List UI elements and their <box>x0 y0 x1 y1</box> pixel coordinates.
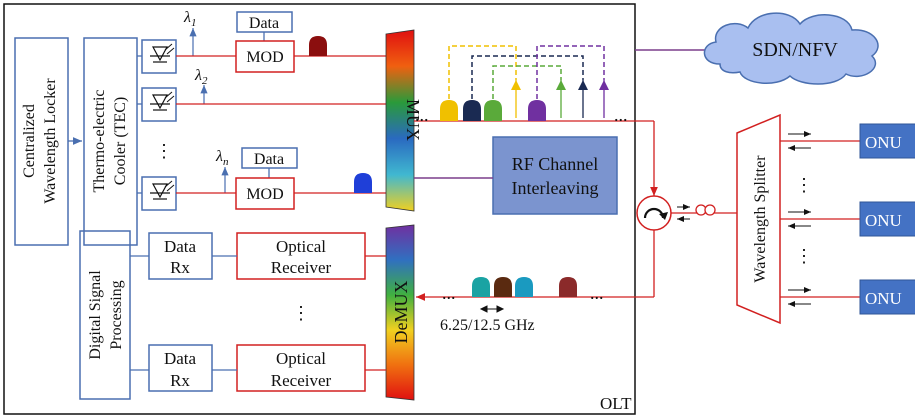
onu-vertical-dots-2: ⋮ <box>795 246 813 266</box>
wavelength-locker-line-1: Centralized <box>21 104 38 178</box>
onu-box-2[interactable] <box>859 201 915 237</box>
onu-box-1[interactable] <box>859 123 915 159</box>
routing-arrows <box>511 80 609 118</box>
pulse-yellow <box>440 100 458 121</box>
onu-direction-arrows <box>788 131 811 307</box>
laser-diode-icon-1 <box>141 39 177 74</box>
fiber-spool-icon <box>695 204 716 216</box>
mux-block <box>385 29 415 212</box>
data-rx-box-2 <box>148 344 213 392</box>
lower-ellipsis-left: ... <box>442 283 456 303</box>
data-input-bottom-label: Data <box>254 151 284 168</box>
sdn-nfv-label: SDN/NFV <box>752 39 838 61</box>
data-rx-1-line-1: Data <box>164 237 197 256</box>
tec-line-1: Thermo-electric <box>91 89 108 192</box>
demux-block <box>385 224 415 401</box>
wavelength-splitter-label: Wavelength Splitter <box>752 155 769 283</box>
onu-label-3: ONU <box>865 289 902 308</box>
sdn-nfv-cloud <box>703 12 879 85</box>
pulse-teal <box>472 277 490 297</box>
onu-label-2: ONU <box>865 211 902 230</box>
onu-vertical-dots-1: ⋮ <box>795 175 813 195</box>
onu-label-1: ONU <box>865 133 902 152</box>
laser-vertical-dots: ⋮ <box>155 141 173 161</box>
tec-line-2: Cooler (TEC) <box>112 97 129 185</box>
rf-interleaving-line-1: RF Channel <box>512 154 599 174</box>
data-input-top-label: Data <box>249 15 279 32</box>
olt-label: OLT <box>600 394 632 413</box>
pulse-maroon <box>559 277 577 297</box>
dsp-box <box>79 230 131 400</box>
optical-receiver-1-line-1: Optical <box>276 237 326 256</box>
lambda-1-label: λ1 <box>183 9 196 29</box>
mod-bottom-label: MOD <box>246 186 283 203</box>
pulse-brown <box>494 277 512 297</box>
upper-ellipsis-left: ... <box>415 105 429 125</box>
data-rx-1-line-2: Rx <box>170 258 190 277</box>
pulse-blue <box>354 173 372 193</box>
channel-spacing-label: 6.25/12.5 GHz <box>440 317 535 334</box>
pulse-purple <box>528 100 546 121</box>
lambda-2-label: λ2 <box>194 67 208 87</box>
pulse-dark-red <box>309 36 327 56</box>
dsp-line-1: Digital Signal <box>87 270 104 360</box>
optical-receiver-box-2 <box>236 344 366 392</box>
wavelength-splitter-block <box>736 113 781 325</box>
wavelength-locker-line-2: Wavelength Locker <box>42 78 59 204</box>
pulse-cyan <box>515 277 533 297</box>
upper-ellipsis-right: ... <box>614 105 628 125</box>
channel-spacing-arrow <box>479 305 505 313</box>
pulse-green <box>484 100 502 121</box>
circulator-arrow-head <box>659 212 668 220</box>
onu-box-3[interactable] <box>859 279 915 315</box>
optical-receiver-1-line-2: Receiver <box>271 258 332 277</box>
lower-ellipsis-right: ... <box>590 283 604 303</box>
lambda-n-label: λn <box>215 148 229 168</box>
pulse-dark-navy <box>463 100 481 121</box>
mux-label: MUX <box>403 99 423 141</box>
data-rx-2-line-1: Data <box>164 349 197 368</box>
dsp-line-2: Processing <box>108 280 125 349</box>
dashed-routes <box>448 45 605 99</box>
demux-label: DeMUX <box>391 281 411 344</box>
rf-interleaving-line-2: Interleaving <box>512 178 599 198</box>
laser-diode-icon-2 <box>141 87 177 122</box>
optical-receiver-2-line-1: Optical <box>276 349 326 368</box>
receiver-vertical-dots: ⋮ <box>292 303 310 323</box>
data-rx-2-line-2: Rx <box>170 371 190 390</box>
mod-top-label: MOD <box>246 49 283 66</box>
olt-frame <box>3 3 636 415</box>
laser-diode-icon-n <box>141 176 177 211</box>
optical-receiver-2-line-2: Receiver <box>271 371 332 390</box>
rf-interleaving-box <box>492 136 618 215</box>
tec-box <box>83 37 138 246</box>
